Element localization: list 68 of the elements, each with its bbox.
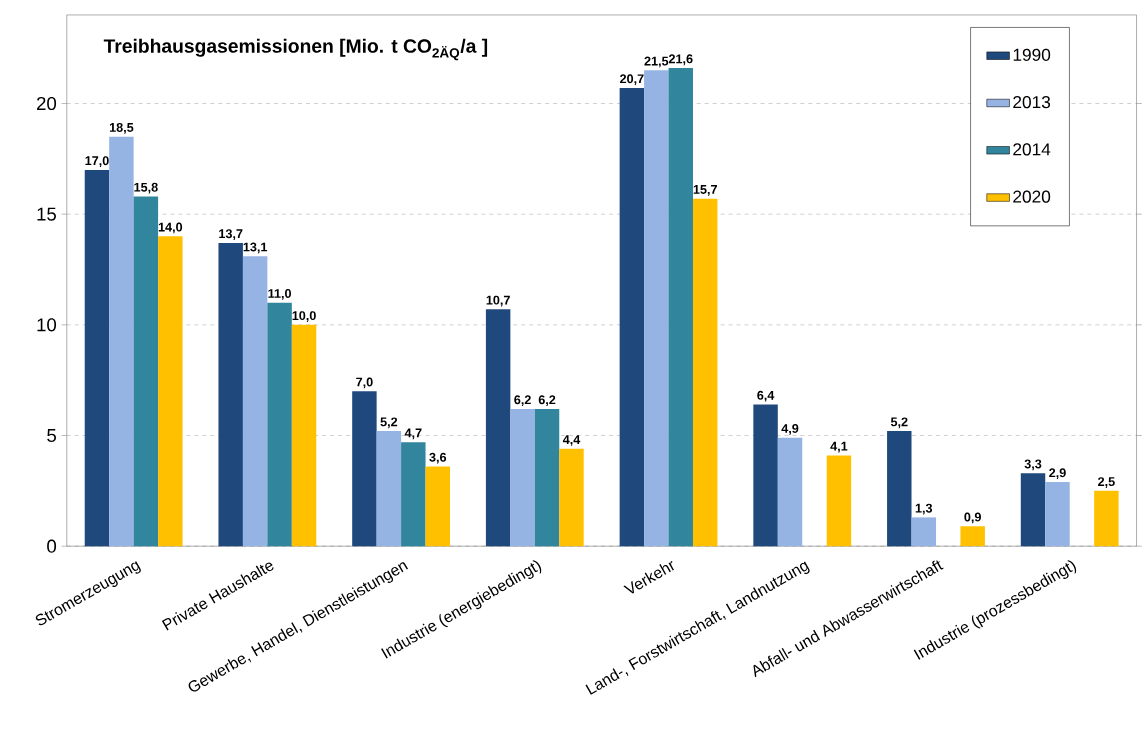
bar xyxy=(753,404,778,547)
text: Treibhausgasemissionen [Mio. t CO$_{2ÄQ}$/a ] xyxy=(103,38,488,61)
data-label: 4,4 xyxy=(562,435,581,447)
bar xyxy=(267,302,292,547)
y-tick-label: 15 xyxy=(37,207,56,221)
data-label: 15,7 xyxy=(693,185,717,196)
data-label: 10,0 xyxy=(292,311,316,323)
bar xyxy=(1045,482,1070,547)
bar xyxy=(534,409,560,547)
data-label: 5,2 xyxy=(890,417,908,429)
bar xyxy=(692,198,718,547)
data-label: 1,3 xyxy=(915,503,933,515)
y-tick-label: 5 xyxy=(47,429,56,443)
data-label: 4,9 xyxy=(781,424,799,436)
data-label: 7,0 xyxy=(356,377,373,389)
bar xyxy=(1094,491,1119,547)
bar xyxy=(352,391,377,547)
data-label: 13,1 xyxy=(243,242,268,254)
data-label: 6,2 xyxy=(514,395,531,407)
bar xyxy=(485,309,511,547)
y-tick-label: 20 xyxy=(37,97,57,111)
legend-label: 2014 xyxy=(1013,143,1051,156)
bar xyxy=(425,466,450,547)
bar xyxy=(133,196,159,547)
data-label: 10,7 xyxy=(486,295,510,307)
bar xyxy=(109,136,134,547)
data-label: 6,2 xyxy=(538,395,556,407)
bar xyxy=(777,437,803,547)
legend-label: 2013 xyxy=(1013,96,1051,109)
bar xyxy=(291,325,317,547)
data-label: 14,0 xyxy=(158,222,183,234)
bar xyxy=(619,88,645,547)
bar xyxy=(1020,473,1046,547)
bar xyxy=(559,449,584,547)
data-label: 2,9 xyxy=(1049,468,1066,480)
bar xyxy=(84,170,110,547)
bar xyxy=(826,455,852,547)
bar xyxy=(158,236,183,547)
data-label: 18,5 xyxy=(109,123,134,135)
legend-label: 1990 xyxy=(1013,48,1051,62)
data-label: 4,1 xyxy=(830,442,848,453)
bar xyxy=(401,442,426,547)
bar xyxy=(668,68,693,547)
data-label: 3,6 xyxy=(429,453,447,464)
data-label: 4,7 xyxy=(404,428,422,440)
data-label: 21,5 xyxy=(644,56,669,68)
data-label: 21,6 xyxy=(668,54,693,66)
data-label: 0,9 xyxy=(964,512,981,524)
legend-label: 2020 xyxy=(1013,190,1051,204)
bar xyxy=(376,431,402,547)
bar xyxy=(644,70,669,547)
bar xyxy=(510,409,535,547)
data-label: 20,7 xyxy=(620,74,644,86)
bar xyxy=(960,526,985,547)
bar xyxy=(911,517,936,547)
data-label: 3,3 xyxy=(1024,459,1042,471)
data-label: 13,7 xyxy=(219,229,243,241)
data-label: 5,2 xyxy=(380,417,398,429)
data-label: 2,5 xyxy=(1098,477,1115,489)
data-label: 11,0 xyxy=(268,289,292,301)
bar xyxy=(887,431,912,547)
bar xyxy=(242,256,268,547)
bar xyxy=(218,243,243,547)
y-tick-label: 0 xyxy=(47,539,57,554)
data-label: 6,4 xyxy=(757,391,775,402)
data-label: 17,0 xyxy=(85,156,109,168)
y-tick-label: 10 xyxy=(37,318,57,332)
data-label: 15,8 xyxy=(134,183,158,194)
